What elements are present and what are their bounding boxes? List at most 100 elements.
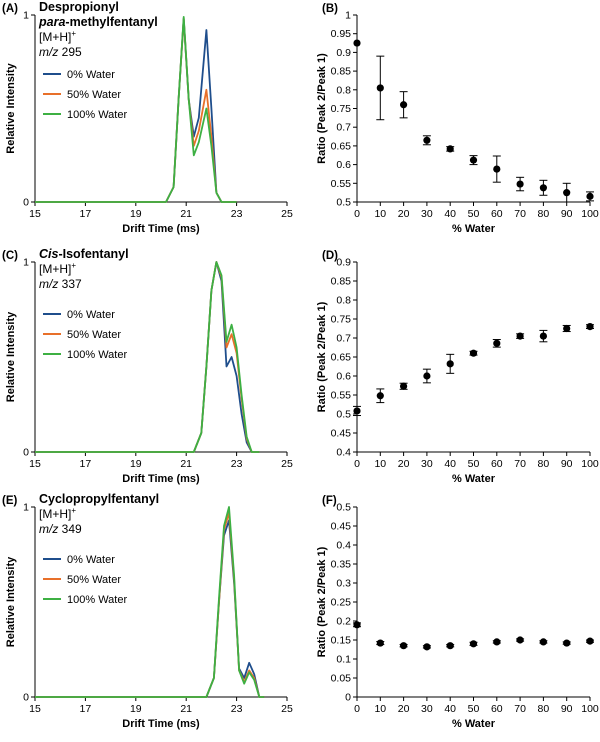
x-tick-label: 21	[180, 458, 192, 470]
y-tick-label: 0.6	[336, 371, 351, 383]
x-axis-label: Drift Time (ms)	[122, 473, 200, 485]
x-axis-label: % Water	[452, 718, 496, 730]
y-tick-label: 0.4	[336, 447, 351, 459]
x-tick-label: 23	[231, 458, 243, 470]
x-tick-label: 100	[581, 208, 599, 220]
data-point	[493, 165, 501, 173]
y-tick-label: 0.85	[331, 276, 352, 288]
legend-label: 0% Water	[67, 554, 115, 566]
x-tick-label: 80	[538, 458, 550, 470]
y-tick-label: 0.6	[336, 159, 351, 171]
panel-e: (E) 15 17 19 21 23 25 0 1 Drift Time (ms) Relative…	[2, 492, 293, 730]
x-tick-label: 50	[468, 208, 480, 220]
data-point	[586, 637, 594, 645]
mz-label: m/z 295	[39, 45, 82, 59]
y-axis-label: Ratio (Peak 2/Peak 1)	[316, 53, 328, 164]
data-point	[469, 640, 478, 648]
x-tick-label: 80	[538, 208, 550, 220]
legend-label: 100% Water	[67, 109, 127, 121]
data-point	[353, 39, 361, 47]
x-tick-label: 40	[444, 703, 456, 715]
y-tick-label: 0.55	[331, 178, 352, 190]
x-tick-label: 50	[468, 703, 480, 715]
data-point	[446, 360, 454, 368]
x-tick-label: 10	[374, 703, 386, 715]
x-tick-label: 15	[29, 703, 41, 715]
y-tick-label: 0.65	[331, 352, 352, 364]
y-tick-label: 0.7	[336, 122, 351, 134]
y-tick-label: 0.5	[336, 409, 351, 421]
y-tick-label: 1	[23, 257, 29, 269]
y-tick-label: 1	[345, 10, 351, 22]
data-point	[493, 339, 501, 347]
y-tick-label: 0.75	[331, 103, 352, 115]
x-axis-label: Drift Time (ms)	[122, 718, 200, 730]
y-tick-label: 0.25	[331, 597, 352, 609]
x-tick-label: 20	[398, 703, 410, 715]
y-tick-label: 0.05	[331, 673, 352, 685]
series-line	[35, 15, 237, 203]
x-tick-label: 15	[29, 208, 41, 220]
y-tick-label: 0	[345, 692, 351, 704]
x-tick-label: 60	[491, 458, 503, 470]
y-tick-label: 0.8	[336, 84, 351, 96]
x-tick-label: 100	[581, 458, 599, 470]
x-tick-label: 25	[281, 208, 293, 220]
x-tick-label: 17	[80, 703, 92, 715]
data-point	[563, 189, 571, 197]
data-point	[376, 84, 384, 92]
x-axis-label: Drift Time (ms)	[122, 223, 200, 235]
ion-label: [M+H]+	[39, 261, 76, 276]
data-point	[516, 332, 524, 340]
y-tick-label: 0.9	[336, 47, 351, 59]
x-tick-label: 30	[421, 208, 433, 220]
y-tick-label: 0.1	[336, 654, 351, 666]
y-tick-label: 0.85	[331, 66, 352, 78]
y-tick-label: 0.8	[336, 295, 351, 307]
x-tick-label: 17	[80, 208, 92, 220]
x-tick-label: 0	[354, 208, 360, 220]
data-point	[423, 643, 431, 651]
legend-label: 100% Water	[67, 594, 127, 606]
y-tick-label: 0.5	[336, 502, 351, 514]
data-point	[423, 136, 431, 144]
x-tick-label: 10	[374, 208, 386, 220]
x-tick-label: 70	[514, 458, 526, 470]
panel-d: (D) 0 10 20 30 40 50 60 70 80 90 100 0.4 0.45 0.5 0.55 0…	[316, 250, 599, 485]
x-tick-label: 23	[231, 703, 243, 715]
y-tick-label: 0.65	[331, 140, 352, 152]
x-tick-label: 60	[491, 208, 503, 220]
x-tick-label: 21	[180, 208, 192, 220]
mz-label: m/z 349	[39, 522, 82, 536]
data-point	[493, 638, 501, 646]
data-point	[400, 642, 408, 650]
y-tick-label: 1	[23, 502, 29, 514]
x-tick-label: 90	[561, 458, 573, 470]
y-tick-label: 0	[23, 197, 29, 209]
y-axis-label: Relative Intensity	[5, 311, 17, 402]
y-tick-label: 0.7	[336, 333, 351, 345]
x-tick-label: 15	[29, 458, 41, 470]
x-axis-label: % Water	[452, 223, 496, 235]
data-point	[563, 324, 571, 333]
y-axis-label: Relative Intensity	[5, 556, 17, 647]
x-tick-label: 19	[130, 208, 142, 220]
x-tick-label: 90	[561, 208, 573, 220]
y-tick-label: 0.55	[331, 390, 352, 402]
y-axis-label: Ratio (Peak 2/Peak 1)	[316, 546, 328, 657]
x-tick-label: 30	[421, 703, 433, 715]
compound-name-line2: para-methylfentanyl	[38, 15, 158, 29]
data-point	[586, 192, 594, 200]
legend-label: 100% Water	[67, 349, 127, 361]
data-point	[376, 392, 384, 400]
y-tick-label: 0	[23, 692, 29, 704]
compound-name: Cis-Isofentanyl	[39, 247, 129, 261]
y-tick-label: 0.15	[331, 635, 352, 647]
data-point	[469, 349, 478, 357]
data-point	[516, 636, 524, 644]
y-tick-label: 0.5	[336, 197, 351, 209]
x-tick-label: 80	[538, 703, 550, 715]
x-tick-label: 19	[130, 703, 142, 715]
y-tick-label: 0	[23, 447, 29, 459]
